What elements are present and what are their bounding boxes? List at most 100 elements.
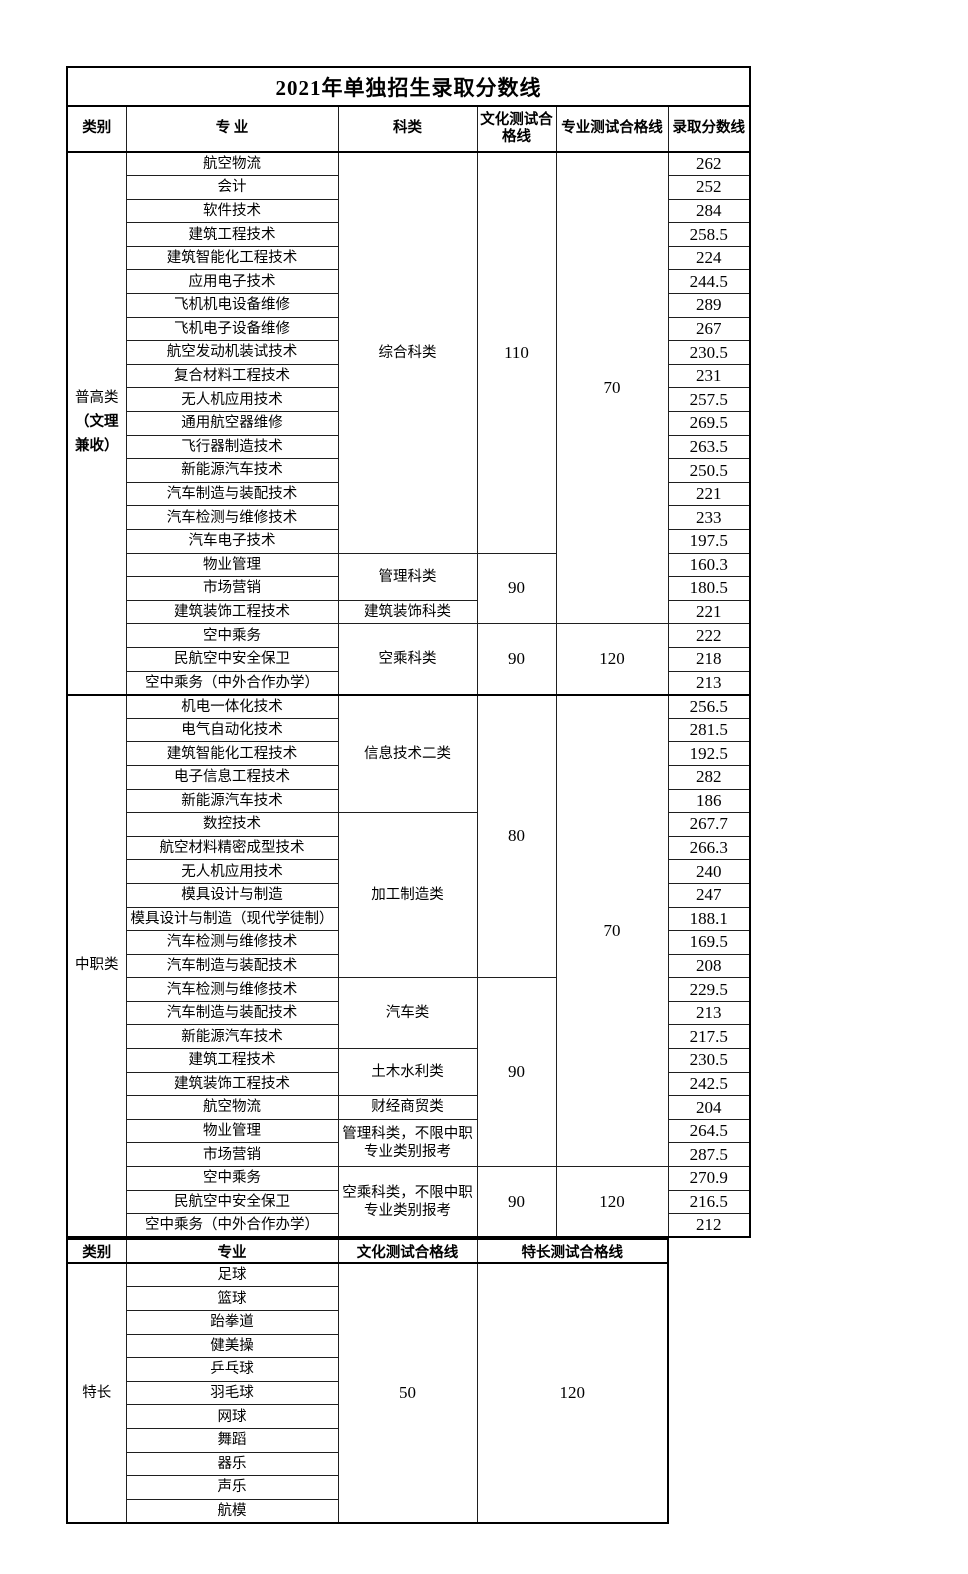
major-cell: 汽车制造与装配技术: [125, 481, 339, 507]
table-row: 新能源汽车技术 250.5: [67, 458, 751, 483]
header-major: 专 业: [125, 105, 339, 153]
admission-score-cell: 186: [667, 788, 751, 814]
subject-type-cell: 土木水利类: [337, 1048, 478, 1097]
admission-score-cell: 169.5: [667, 930, 751, 955]
table-row: 数控技术 加工制造类 267.7: [67, 812, 751, 979]
major-cell: 建筑工程技术: [125, 222, 339, 247]
admission-score-cell: 263.5: [667, 434, 751, 460]
subject-type-cell: 空乘科类: [337, 623, 478, 696]
talent-line-cell: 120: [476, 1262, 669, 1524]
table-row: 网球: [67, 1404, 668, 1429]
table-row: 空中乘务 空乘科类，不限中职专业类别报考 90 120 270.9: [67, 1166, 751, 1238]
table-row: 乒乓球: [67, 1357, 668, 1382]
table-row: 模具设计与制造（现代学徒制） 188.1: [67, 906, 751, 932]
table-row: 电子信息工程技术 282: [67, 764, 751, 790]
major-cell: 通用航空器维修: [125, 411, 339, 436]
admission-score-cell: 267: [667, 316, 751, 342]
subject-type-cell: 管理科类: [337, 552, 478, 601]
major-cell: 羽毛球: [125, 1380, 339, 1406]
table-row: 民航空中安全保卫 216.5: [67, 1189, 751, 1215]
table-row: 复合材料工程技术 231: [67, 363, 751, 389]
admission-score-cell: 230.5: [667, 340, 751, 365]
culture-line-cell: 80: [476, 693, 557, 979]
table-row: 会计 252: [67, 175, 751, 200]
table-row: 汽车制造与装配技术 213: [67, 1000, 751, 1026]
major-cell: 网球: [125, 1404, 339, 1429]
table1-header-row: 类别 专 业 科类 文化测试合格线 专业测试合格线 录取分数线: [66, 105, 751, 153]
table-row: 航空物流 财经商贸类 204: [67, 1095, 751, 1120]
table-row: 声乐: [67, 1475, 668, 1500]
admission-score-cell: 197.5: [667, 529, 751, 554]
table-row: 跆拳道: [67, 1310, 668, 1335]
category-cell: 中职类: [66, 693, 127, 1238]
admission-score-cell: 192.5: [667, 741, 751, 766]
table-row: 新能源汽车技术 217.5: [67, 1024, 751, 1050]
major-cell: 航空物流: [125, 151, 339, 177]
admission-score-cell: 180.5: [667, 576, 751, 601]
score-table-page: 2021年单独招生录取分数线 类别 专 业 科类 文化测试合格线 专业测试合格线…: [66, 66, 752, 1524]
table-row: 空中乘务 空乘科类 90 120 222: [67, 623, 751, 696]
admission-score-cell: 160.3: [667, 552, 751, 578]
major-cell: 市场营销: [125, 576, 339, 601]
major-cell: 飞机电子设备维修: [125, 316, 339, 342]
major-cell: 新能源汽车技术: [125, 458, 339, 483]
header-category: 类别: [66, 105, 127, 153]
major-test-line-cell: 70: [555, 693, 669, 1168]
admission-score-cell: 266.3: [667, 835, 751, 861]
major-cell: 乒乓球: [125, 1357, 339, 1382]
major-cell: 航空物流: [125, 1095, 339, 1120]
major-cell: 健美操: [125, 1333, 339, 1359]
major-cell: 空中乘务: [125, 1166, 339, 1191]
title-row: 2021年单独招生录取分数线: [66, 66, 751, 107]
admission-score-cell: 247: [667, 882, 751, 908]
admission-score-cell: 240: [667, 859, 751, 884]
table-row: 飞行器制造技术 263.5: [67, 434, 751, 460]
culture-line-cell: 110: [476, 151, 557, 554]
major-cell: 航空发动机装试技术: [125, 340, 339, 365]
major-cell: 建筑装饰工程技术: [125, 1071, 339, 1097]
major-cell: 汽车电子技术: [125, 529, 339, 554]
major-cell: 空中乘务: [125, 623, 339, 648]
table-row: 中职类 机电一体化技术 信息技术二类 80 70 256.5: [66, 693, 751, 1238]
admission-score-cell: 281.5: [667, 717, 751, 743]
admission-score-cell: 267.7: [667, 812, 751, 837]
table-row: 空中乘务（中外合作办学） 213: [67, 670, 751, 696]
major-test-line-cell: 120: [555, 1166, 669, 1238]
major-cell: 声乐: [125, 1475, 339, 1500]
admission-score-cell: 218: [667, 646, 751, 672]
major-cell: 飞机机电设备维修: [125, 293, 339, 318]
major-cell: 汽车制造与装配技术: [125, 953, 339, 979]
major-cell: 飞行器制造技术: [125, 434, 339, 460]
table-row: 汽车检测与维修技术 233: [67, 505, 751, 530]
admission-score-cell: 221: [667, 599, 751, 625]
table-row: 建筑装饰工程技术 建筑装饰科类 221: [67, 599, 751, 625]
subject-type-cell: 财经商贸类: [337, 1095, 478, 1120]
culture-line-cell: 90: [476, 977, 557, 1168]
major-cell: 篮球: [125, 1286, 339, 1311]
admission-score-cell: 222: [667, 623, 751, 648]
table-row: 无人机应用技术 257.5: [67, 387, 751, 413]
major-cell: 物业管理: [125, 1118, 339, 1144]
major-test-line-cell: 70: [555, 151, 669, 625]
major-cell: 空中乘务（中外合作办学）: [125, 1213, 339, 1238]
major-cell: 建筑智能化工程技术: [125, 245, 339, 271]
culture-line-cell: 50: [337, 1262, 478, 1524]
table-row: 建筑工程技术 土木水利类 230.5: [67, 1048, 751, 1097]
major-cell: 无人机应用技术: [125, 859, 339, 884]
culture-line-cell: 90: [476, 623, 557, 696]
table-row: 空中乘务（中外合作办学） 212: [67, 1213, 751, 1238]
major-cell: 民航空中安全保卫: [125, 1189, 339, 1215]
admission-score-cell: 230.5: [667, 1048, 751, 1073]
major-cell: 汽车制造与装配技术: [125, 1000, 339, 1026]
major-cell: 航模: [125, 1498, 339, 1524]
subject-type-cell: 加工制造类: [337, 812, 478, 979]
admission-score-cell: 221: [667, 481, 751, 507]
major-cell: 数控技术: [125, 812, 339, 837]
table-row: 电气自动化技术 281.5: [67, 717, 751, 743]
header2-major: 专业: [125, 1238, 339, 1265]
table-row: 建筑装饰工程技术 242.5: [67, 1071, 751, 1097]
admission-score-cell: 217.5: [667, 1024, 751, 1050]
admission-score-cell: 250.5: [667, 458, 751, 483]
subject-type-cell: 信息技术二类: [337, 693, 478, 814]
